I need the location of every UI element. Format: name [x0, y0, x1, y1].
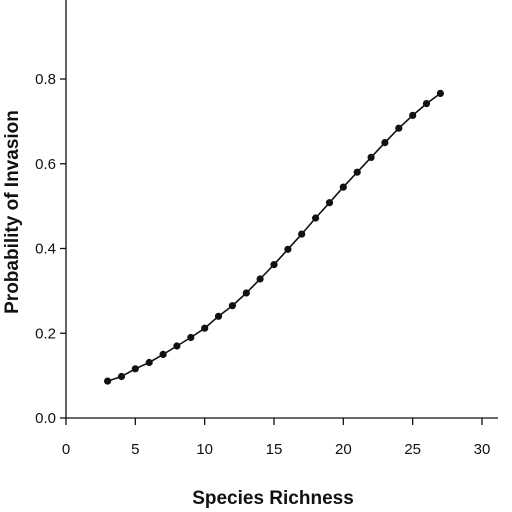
x-tick-label: 10: [196, 441, 213, 458]
data-point: [395, 124, 403, 132]
data-point: [187, 333, 195, 342]
data-point: [214, 312, 223, 320]
data-point: [298, 230, 306, 238]
series-line: [107, 92, 441, 382]
data-point: [256, 275, 264, 283]
data-point: [312, 214, 320, 222]
data-point: [159, 350, 167, 358]
data-point: [228, 302, 236, 310]
data-point: [339, 183, 347, 191]
y-tick-label: 0.0: [35, 410, 56, 427]
x-tick-label: 25: [404, 441, 421, 458]
data-point: [367, 153, 375, 161]
data-point: [422, 100, 431, 108]
x-tick-label: 5: [131, 441, 139, 458]
x-tick-label: 15: [266, 441, 283, 458]
data-point: [131, 365, 139, 373]
data-point: [381, 139, 389, 147]
y-tick-label: 0.8: [35, 71, 56, 88]
data-point: [325, 199, 334, 207]
y-axis-title: Probability of Invasion: [2, 110, 23, 314]
data-point: [117, 372, 126, 381]
x-tick-label: 20: [335, 441, 352, 458]
x-tick-label: 30: [474, 441, 491, 458]
x-axis-title: Species Richness: [192, 488, 354, 509]
data-point: [436, 89, 444, 97]
y-tick-label: 0.4: [35, 241, 56, 258]
plot-series: [104, 89, 444, 385]
data-point: [409, 111, 417, 119]
data-point: [201, 324, 209, 332]
data-point: [270, 261, 278, 269]
data-point: [104, 377, 112, 385]
x-tick-label: 0: [62, 441, 70, 458]
data-point: [353, 168, 361, 176]
data-point: [242, 289, 250, 297]
y-tick-label: 0.2: [35, 325, 56, 342]
y-axis-ticks: 0.0 0.2 0.4 0.6 0.8: [35, 71, 66, 427]
data-point: [173, 342, 181, 350]
y-tick-label: 0.6: [35, 156, 56, 173]
data-point: [284, 245, 292, 253]
x-axis-ticks: 0 5 10 15 20 25 30: [62, 418, 491, 458]
data-point: [145, 358, 153, 367]
